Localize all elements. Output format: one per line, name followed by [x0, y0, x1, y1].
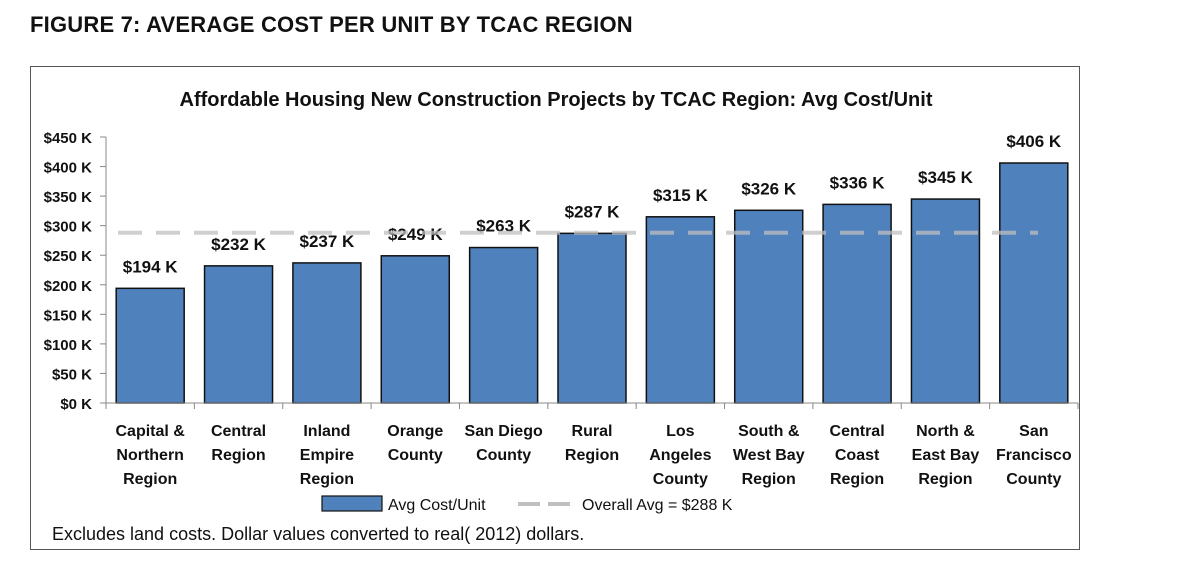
x-category-label-line: Region [918, 471, 972, 488]
y-tick-label: $150 K [44, 307, 93, 324]
x-category-label-line: Angeles [649, 447, 711, 464]
x-category-label: San Diego County [465, 423, 543, 464]
y-tick-label: $250 K [44, 248, 93, 265]
y-axis: $0 K $50 K $100 K $150 K $200 K $250 K $300 K $… [44, 130, 107, 413]
data-label: $237 K [299, 232, 355, 251]
data-label: $232 K [211, 235, 267, 254]
x-category-label: Central Coast Region [830, 423, 885, 488]
y-tick-label: $50 K [52, 366, 92, 383]
y-tick-label: $100 K [44, 337, 93, 354]
x-category-label: Rural Region [565, 423, 619, 464]
x-category-label: San Francisco County [996, 423, 1072, 488]
y-tick-label: $400 K [44, 160, 93, 177]
y-tick-label: $200 K [44, 278, 93, 295]
x-category-label-line: Region [830, 471, 884, 488]
x-category-label-line: Central [830, 423, 885, 440]
x-category-label-line: County [1006, 471, 1061, 488]
x-category-label-line: Region [211, 447, 265, 464]
x-category-label-line: Inland [303, 423, 350, 440]
x-category-label-line: Northern [116, 447, 184, 464]
bar [645, 216, 716, 404]
footnote: Excludes land costs. Dollar values conve… [52, 524, 585, 544]
x-category-label-line: Region [123, 471, 177, 488]
chart-frame [30, 66, 1080, 550]
bar [557, 232, 627, 404]
x-category-label-line: Central [211, 423, 266, 440]
x-category-label: Inland Empire Region [300, 423, 354, 488]
x-category-label: Central Region [211, 423, 266, 464]
x-category-label-line: Los [666, 423, 695, 440]
x-category-label-line: East Bay [912, 447, 980, 464]
x-category-label-line: Empire [300, 447, 354, 464]
x-category-label-line: North & [916, 423, 975, 440]
bar [999, 162, 1069, 404]
x-category-label-line: South & [738, 423, 800, 440]
x-category-label-line: San [1019, 423, 1048, 440]
x-category-label-line: Region [565, 447, 619, 464]
bar [910, 198, 981, 404]
legend: Avg Cost/Unit Overall Avg = $288 K [321, 495, 733, 514]
legend-bar-swatch [321, 495, 383, 512]
bar [203, 265, 274, 404]
data-label: $345 K [918, 168, 974, 187]
bar [380, 255, 451, 404]
legend-bar-label: Avg Cost/Unit [388, 497, 486, 514]
x-category-label-line: County [653, 471, 708, 488]
bar [115, 287, 185, 404]
bar [292, 262, 362, 404]
x-category-label-line: Francisco [996, 447, 1072, 464]
x-category-label: Capital & Northern Region [116, 423, 186, 488]
data-label: $287 K [565, 202, 621, 221]
x-category-label: Orange County [387, 423, 443, 464]
data-label: $406 K [1006, 132, 1062, 151]
x-category-label-line: Capital & [116, 423, 186, 440]
y-tick-label: $0 K [60, 396, 92, 413]
x-category-label-line: San Diego [465, 423, 543, 440]
y-tick-label: $450 K [44, 130, 93, 147]
x-category-label-line: County [388, 447, 443, 464]
x-category-label: Los Angeles County [649, 423, 711, 488]
x-category-label-line: Orange [387, 423, 443, 440]
x-category-label-line: Rural [572, 423, 613, 440]
y-tick-label: $300 K [44, 219, 93, 236]
data-label: $249 K [388, 225, 444, 244]
legend-line-label: Overall Avg = $288 K [582, 497, 733, 514]
x-category-label-line: County [476, 447, 531, 464]
data-label: $315 K [653, 186, 709, 205]
chart-title: Affordable Housing New Construction Proj… [180, 89, 933, 111]
data-label: $326 K [741, 179, 797, 198]
x-category-label-line: Region [300, 471, 354, 488]
figure-title: FIGURE 7: AVERAGE COST PER UNIT BY TCAC … [30, 12, 633, 37]
bar [468, 246, 539, 404]
bars-group: $194 K$232 K $237 K $249 K $263 K$287 K$315… [115, 132, 1069, 404]
data-label: $336 K [830, 173, 886, 192]
x-category-label: South & West Bay Region [733, 423, 805, 488]
x-category-label-line: Region [742, 471, 796, 488]
y-tick-label: $350 K [44, 189, 93, 206]
x-category-label-line: Coast [835, 447, 880, 464]
bar [733, 209, 804, 404]
x-category-label-line: West Bay [733, 447, 805, 464]
x-category-label: North & East Bay Region [912, 423, 980, 488]
data-label: $194 K [123, 257, 179, 276]
